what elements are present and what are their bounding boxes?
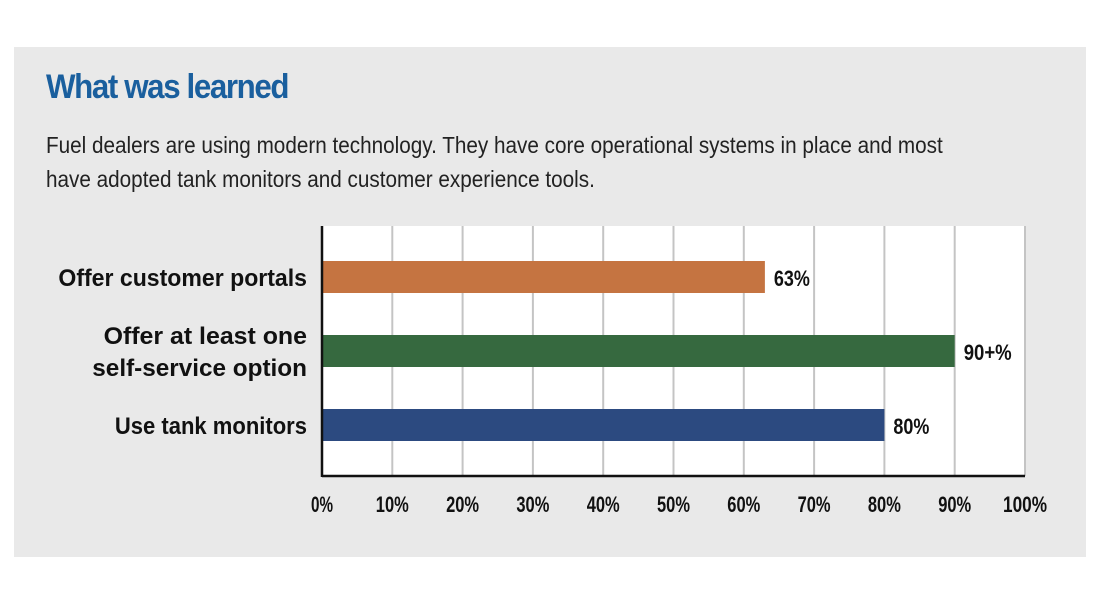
x-tick-label: 60%	[727, 492, 760, 517]
x-tick-label: 80%	[868, 492, 901, 517]
x-tick-label: 90%	[938, 492, 971, 517]
category-label: Offer customer portals	[58, 265, 307, 292]
x-tick-label: 0%	[311, 492, 333, 517]
value-label: 63%	[774, 266, 810, 291]
bar	[322, 261, 765, 293]
x-tick-label: 50%	[657, 492, 690, 517]
chart-title: What was learned	[46, 68, 290, 106]
category-label: self-service option	[92, 355, 307, 382]
x-tick-label: 20%	[446, 492, 479, 517]
bar	[322, 409, 885, 441]
category-label: Use tank monitors	[115, 413, 307, 440]
x-tick-label: 70%	[798, 492, 831, 517]
x-tick-label: 100%	[1003, 492, 1047, 517]
value-label: 80%	[893, 414, 929, 439]
category-label: Offer at least one	[104, 323, 307, 350]
x-tick-label: 10%	[376, 492, 409, 517]
value-label: 90+%	[964, 340, 1012, 365]
x-tick-label: 40%	[587, 492, 620, 517]
bar	[322, 335, 955, 367]
x-tick-label: 30%	[516, 492, 549, 517]
chart-subtitle: Fuel dealers are using modern technology…	[46, 132, 943, 192]
